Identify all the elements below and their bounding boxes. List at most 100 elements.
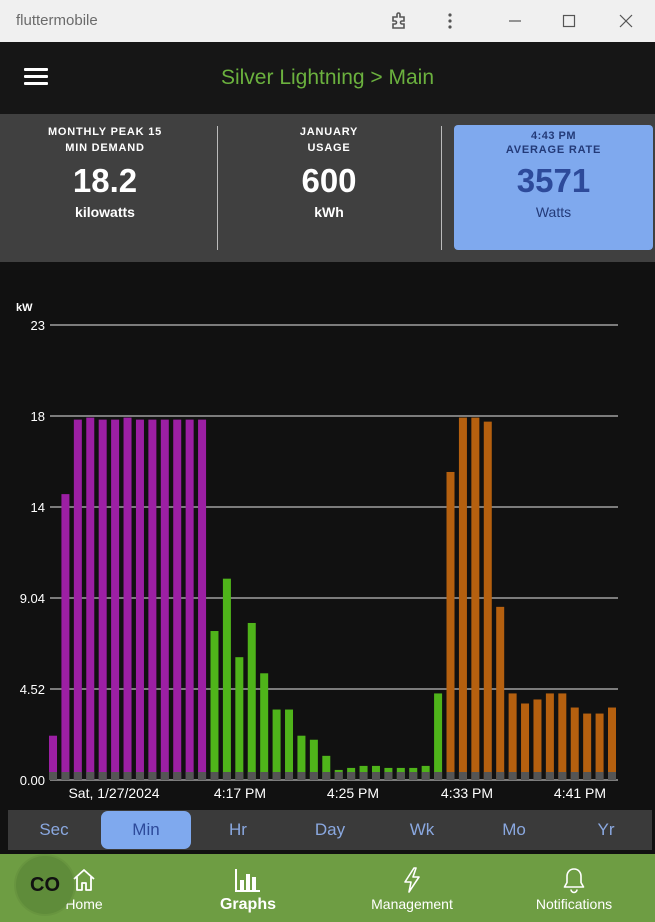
bar-green [322, 755, 331, 780]
power-chart[interactable]: kW 23 18 14 9.04 4.52 0.00 Sat, 1/27/2024 4:17 P… [0, 262, 655, 808]
bar-base [521, 772, 530, 780]
bar-purple [111, 419, 120, 780]
bar-green [434, 693, 443, 780]
bar-purple [49, 735, 57, 780]
bar-base [508, 772, 517, 780]
bar-green [222, 578, 231, 780]
bar-purple [135, 419, 144, 780]
range-tab-wk[interactable]: Wk [409, 820, 435, 839]
bar-orange [483, 421, 492, 780]
bar-purple [73, 419, 82, 780]
bar-base [608, 772, 616, 780]
nav-notifications[interactable]: Notifications [522, 854, 626, 922]
y-axis-title: kW [16, 302, 33, 314]
x-tick-label: 4:25 PM [327, 785, 379, 801]
usage-card: JANUARY USAGE 600 kWh [229, 124, 429, 220]
bar-base [98, 772, 107, 780]
y-tick-label: 14 [31, 500, 45, 515]
bar-base [111, 772, 120, 780]
monthly-peak-card: MONTHLY PEAK 15 MIN DEMAND 18.2 kilowatt… [5, 124, 205, 220]
average-rate-card[interactable]: 4:43 PM AVERAGE RATE 3571 Watts [454, 125, 653, 250]
usage-label-1: JANUARY [299, 126, 359, 138]
x-tick-label: 4:41 PM [554, 785, 606, 801]
range-tab-sec[interactable]: Sec [39, 820, 69, 839]
nav-home[interactable]: Home [44, 854, 124, 922]
lightning-icon [404, 867, 420, 893]
more-options-icon[interactable] [437, 8, 463, 34]
hamburger-menu-icon[interactable] [24, 68, 50, 88]
bar-base [483, 772, 492, 780]
bar-base [446, 772, 455, 780]
bar-purple [148, 419, 157, 780]
stats-panel: MONTHLY PEAK 15 MIN DEMAND 18.2 kilowatt… [0, 114, 655, 262]
peak-value: 18.2 [72, 162, 138, 199]
range-tab-mo[interactable]: Mo [502, 820, 526, 839]
close-icon[interactable] [613, 8, 639, 34]
bar-orange [545, 693, 554, 780]
peak-unit: kilowatts [75, 204, 135, 220]
bar-orange [558, 693, 567, 780]
bar-base [558, 772, 567, 780]
bar-base [371, 772, 380, 780]
bar-base [322, 772, 331, 780]
bar-base [595, 772, 604, 780]
y-tick-label: 18 [31, 409, 45, 424]
bar-purple [160, 419, 169, 780]
bar-base [409, 772, 418, 780]
bar-purple [98, 419, 107, 780]
peak-label-1: MONTHLY PEAK 15 [47, 126, 163, 138]
bar-base [185, 772, 194, 780]
bar-purple [173, 419, 182, 780]
bar-purple [185, 419, 194, 780]
bar-base [86, 772, 95, 780]
bar-orange [496, 606, 505, 780]
usage-label-2: USAGE [307, 142, 351, 154]
bar-base [347, 772, 356, 780]
minimize-icon[interactable] [502, 8, 528, 34]
range-tab-yr[interactable]: Yr [597, 820, 615, 839]
home-icon [73, 869, 95, 891]
bar-base [285, 772, 294, 780]
divider [217, 126, 218, 250]
bar-base [496, 772, 505, 780]
co-fab-button[interactable]: CO [16, 856, 74, 914]
maximize-icon[interactable] [556, 8, 582, 34]
bar-purple [198, 419, 207, 780]
bar-base [61, 772, 70, 780]
y-tick-label: 0.00 [20, 773, 45, 788]
y-tick-label: 23 [31, 318, 45, 333]
nav-management-label: Management [371, 896, 453, 912]
range-tab-min[interactable]: Min [101, 811, 191, 849]
bar-base [148, 772, 157, 780]
y-tick-label: 4.52 [20, 682, 45, 697]
nav-graphs[interactable]: Graphs [208, 854, 288, 922]
bar-orange [446, 471, 455, 780]
usage-value: 600 [301, 162, 357, 199]
bell-icon [563, 868, 585, 894]
bar-green [297, 735, 306, 780]
bar-base [309, 772, 318, 780]
bar-base [272, 772, 281, 780]
rate-time: 4:43 PM [530, 130, 577, 142]
bar-orange [533, 699, 542, 780]
x-tick-label: 4:17 PM [214, 785, 266, 801]
page-title: Silver Lightning > Main [220, 66, 435, 89]
nav-management[interactable]: Management [360, 854, 464, 922]
bar-base [434, 772, 443, 780]
bar-base [533, 772, 542, 780]
bar-base [49, 772, 57, 780]
extensions-icon[interactable] [386, 8, 412, 34]
bar-purple [86, 417, 95, 780]
bar-base [334, 772, 343, 780]
bar-base [471, 772, 480, 780]
range-tab-hr[interactable]: Hr [229, 820, 247, 839]
nav-notifications-label: Notifications [535, 896, 613, 912]
bar-base [235, 772, 244, 780]
bar-base [173, 772, 182, 780]
range-tab-day[interactable]: Day [314, 820, 346, 839]
bar-base [160, 772, 169, 780]
bar-orange [521, 703, 530, 780]
bar-base [421, 772, 430, 780]
bottom-navigation: Home Graphs Management Notifications [0, 854, 655, 922]
bar-purple [123, 417, 132, 780]
